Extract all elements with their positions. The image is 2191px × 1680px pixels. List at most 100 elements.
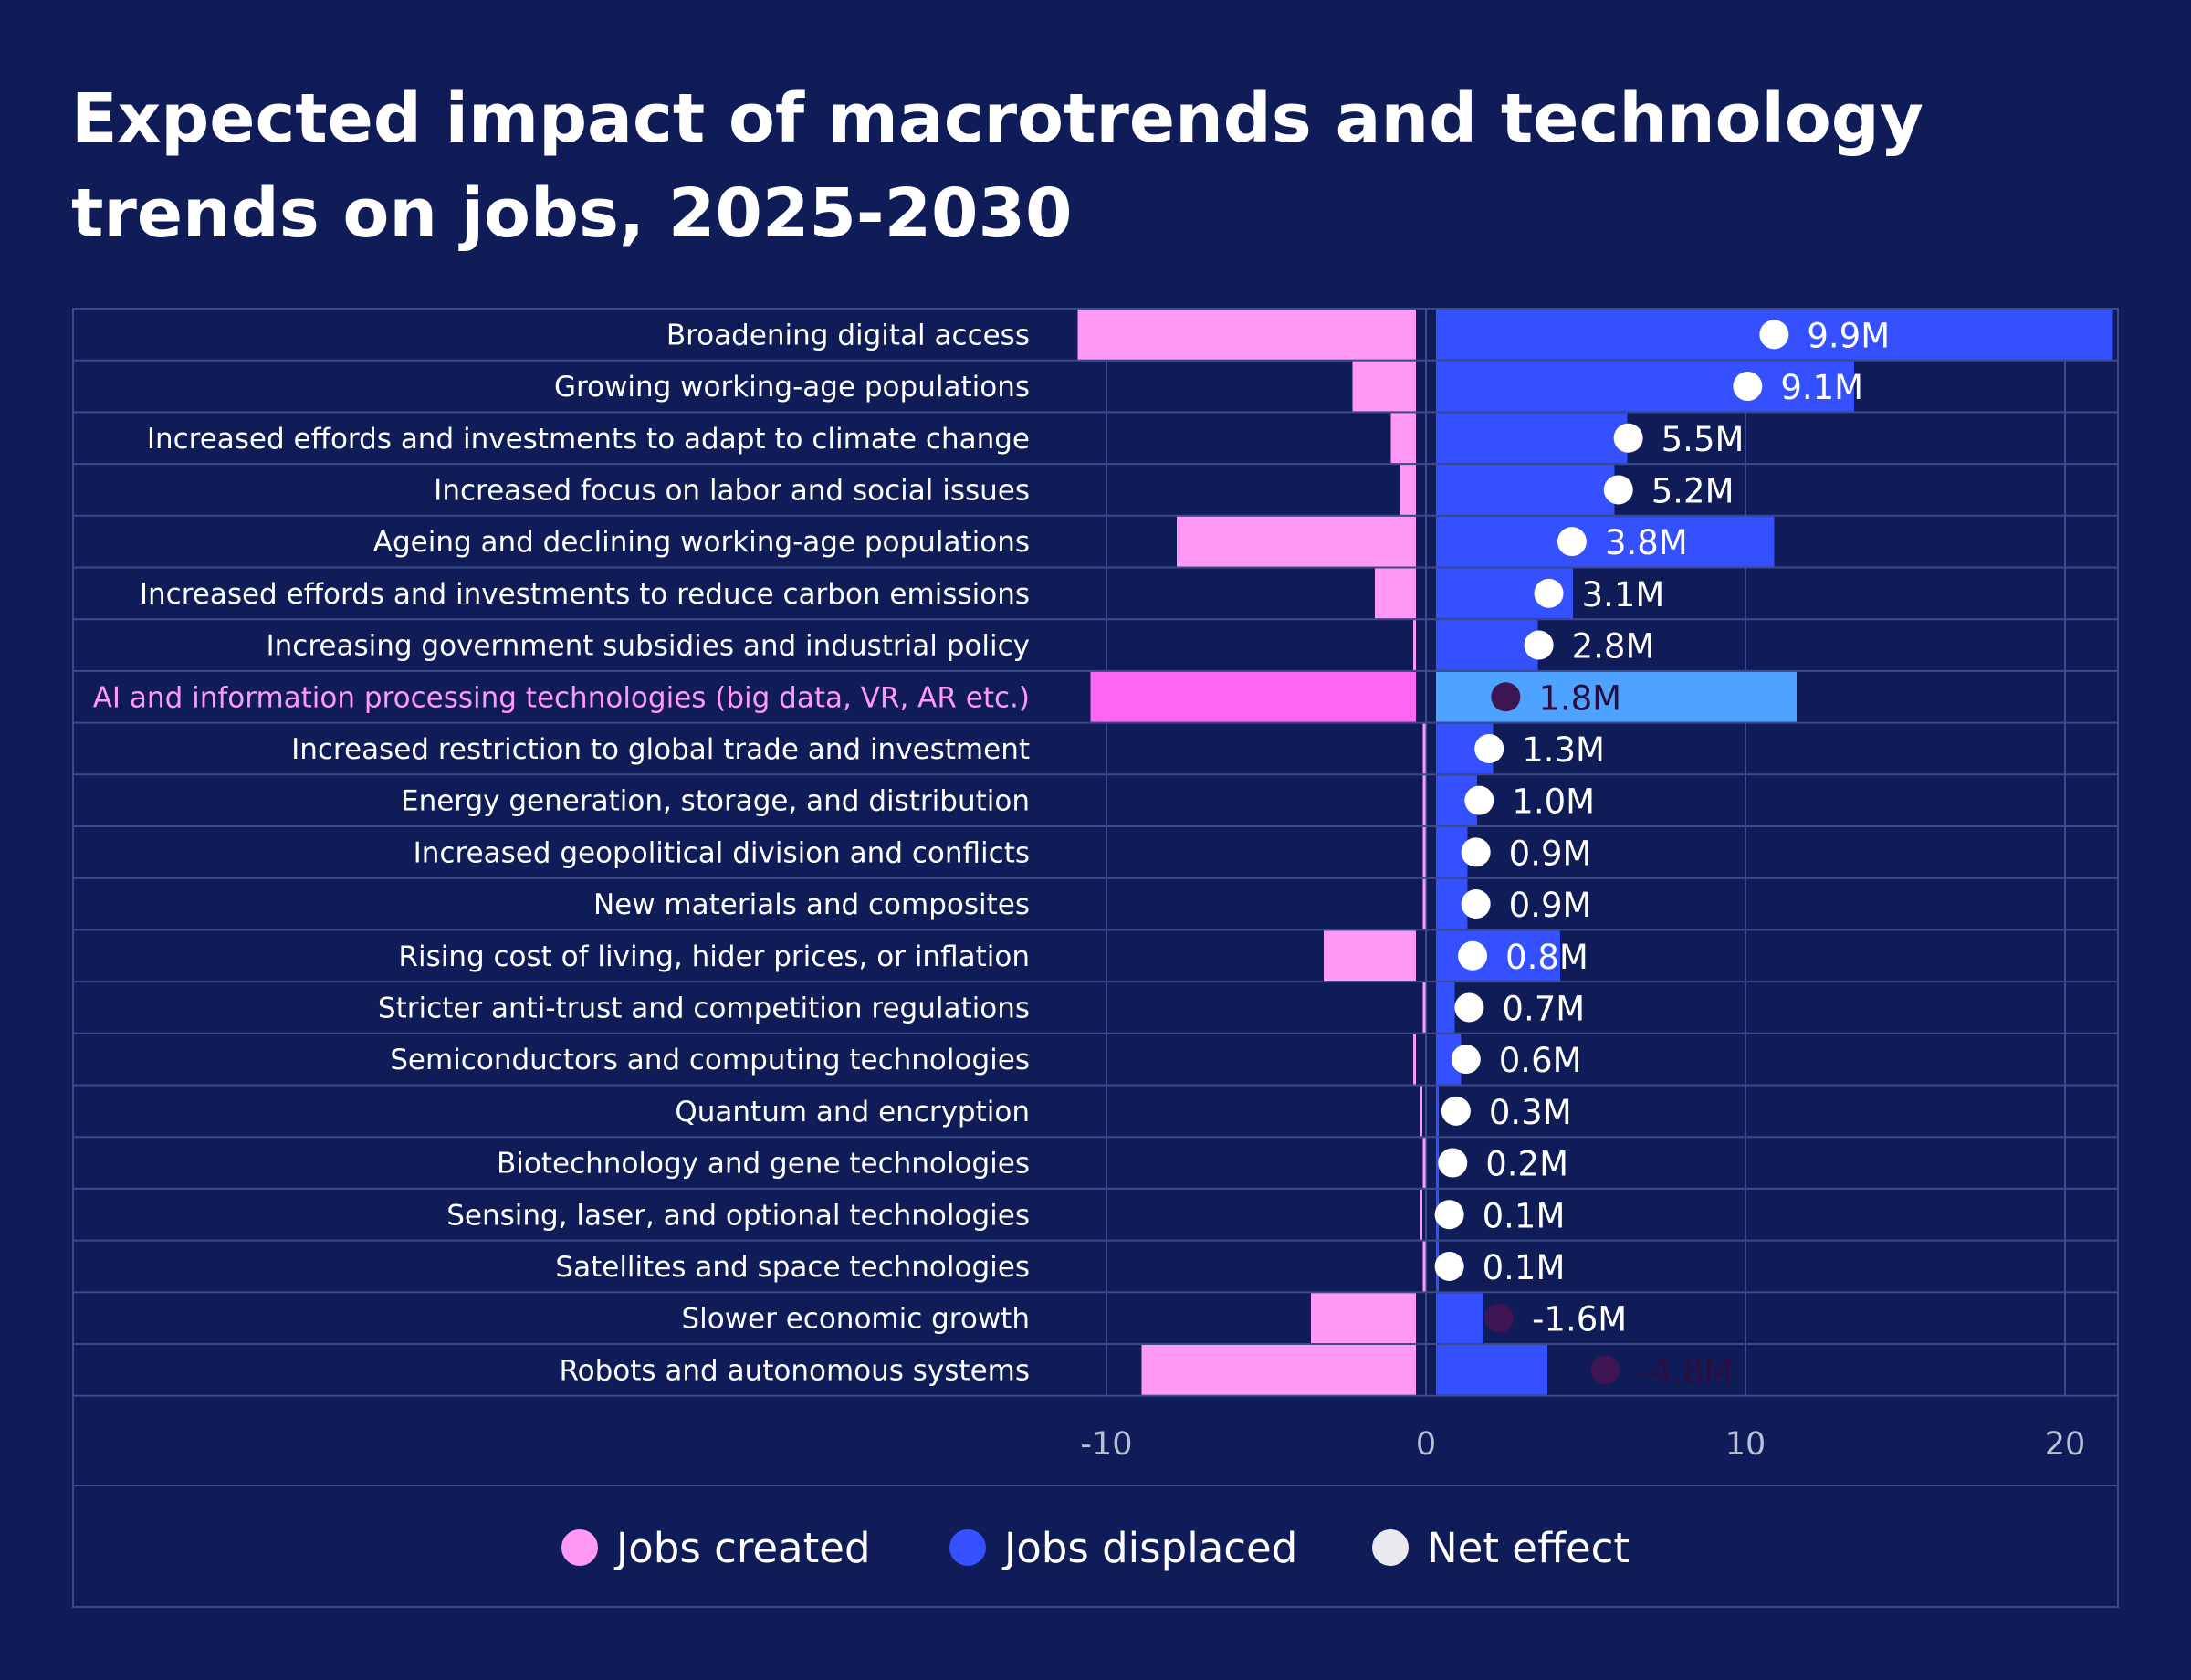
bar-jobs-displaced xyxy=(1436,620,1538,670)
bar-jobs-displaced xyxy=(1436,465,1615,515)
row-label: Semiconductors and computing technologie… xyxy=(390,1044,1030,1076)
row-label: Rising cost of living, hider prices, or … xyxy=(398,940,1030,973)
net-effect-dot xyxy=(1461,837,1491,867)
legend: Jobs created Jobs displaced Net effect xyxy=(561,1524,1630,1572)
bar-jobs-created xyxy=(1420,1086,1422,1137)
net-effect-dot xyxy=(1491,682,1521,712)
net-effect-label: 1.0M xyxy=(1512,782,1595,822)
bar-jobs-created xyxy=(1077,310,1416,360)
net-effect-label: 0.8M xyxy=(1505,938,1588,977)
bar-jobs-displaced xyxy=(1436,413,1628,464)
bar-jobs-created xyxy=(1420,1189,1422,1240)
bar-jobs-displaced xyxy=(1436,361,1854,412)
legend-label: Jobs created xyxy=(613,1524,871,1572)
row-label: Sensing, laser, and optional technologie… xyxy=(446,1199,1030,1232)
bar-jobs-created xyxy=(1390,413,1416,464)
bar-jobs-created xyxy=(1422,878,1426,929)
net-effect-label: 9.9M xyxy=(1807,316,1890,355)
bar-jobs-created xyxy=(1311,1293,1416,1343)
bar-jobs-displaced xyxy=(1436,1138,1439,1188)
net-effect-dot xyxy=(1438,1148,1468,1178)
net-effect-dot xyxy=(1454,992,1484,1023)
net-effect-dot xyxy=(1441,1096,1471,1126)
row-label: Stricter anti-trust and competition regu… xyxy=(378,992,1030,1024)
net-effect-label: 9.1M xyxy=(1780,368,1863,407)
bar-jobs-displaced xyxy=(1436,1086,1439,1137)
row-label: Growing working-age populations xyxy=(554,371,1030,404)
chart-title: Expected impact of macrotrends and techn… xyxy=(71,79,1924,253)
row-label: Robots and autonomous systems xyxy=(559,1354,1030,1387)
row-label: Energy generation, storage, and distribu… xyxy=(401,785,1030,818)
chart-frame xyxy=(72,308,2119,1608)
grid xyxy=(72,308,2119,1608)
x-axis-ticks: -10 0 10 20 xyxy=(1080,1426,2085,1463)
net-effect-dot xyxy=(1524,630,1554,660)
bar-jobs-created xyxy=(1090,671,1416,722)
legend-label: Jobs displaced xyxy=(1001,1524,1297,1572)
row-label: Slower economic growth xyxy=(681,1303,1030,1336)
net-effect-label: 3.1M xyxy=(1582,575,1665,614)
bar-jobs-created xyxy=(1400,465,1416,515)
net-effect-dot xyxy=(1759,320,1789,350)
net-effect-dot xyxy=(1590,1355,1620,1385)
row-label: Biotechnology and gene technologies xyxy=(497,1148,1030,1181)
row-label: Satellites and space technologies xyxy=(555,1251,1030,1284)
net-effect-label: 0.9M xyxy=(1509,834,1592,873)
x-tick-label: 0 xyxy=(1416,1426,1436,1463)
row-label: Increased geopolitical division and conf… xyxy=(414,836,1030,869)
net-effect-label: 0.9M xyxy=(1509,886,1592,925)
bar-jobs-displaced xyxy=(1436,930,1560,982)
net-effect-dot xyxy=(1613,423,1643,453)
net-effect-label: 0.3M xyxy=(1489,1093,1572,1132)
row-label: Increased focus on labor and social issu… xyxy=(434,474,1030,507)
bar-jobs-created xyxy=(1352,361,1416,412)
net-effect-dot xyxy=(1461,889,1491,919)
net-effect-dot xyxy=(1474,733,1504,763)
net-effect-dot xyxy=(1451,1045,1481,1075)
bars xyxy=(1077,310,2113,1395)
bar-jobs-created xyxy=(1413,620,1416,670)
row-label: AI and information processing technologi… xyxy=(93,681,1030,714)
net-effect-label: -1.6M xyxy=(1532,1300,1627,1339)
bar-jobs-created xyxy=(1422,827,1426,877)
row-label: Increasing government subsidies and indu… xyxy=(266,630,1030,663)
net-effect-dot xyxy=(1733,372,1763,402)
x-tick-label: 20 xyxy=(2045,1426,2086,1463)
bar-jobs-created xyxy=(1422,1138,1426,1188)
net-effect-dot xyxy=(1534,578,1564,608)
net-effect-dot xyxy=(1603,475,1633,505)
net-effect-label: -4.8M xyxy=(1638,1351,1733,1391)
net-effect-markers: 9.9M 9.1M 5.5M 5.2M 3.8M 3.1M 2.8M 1.8M 1.3M 1.0M… xyxy=(1434,316,1890,1391)
bar-jobs-created xyxy=(1422,1241,1426,1292)
bar-jobs-displaced xyxy=(1436,982,1455,1033)
row-label: New materials and composites xyxy=(593,888,1030,921)
net-effect-label: 0.1M xyxy=(1483,1196,1566,1235)
bar-jobs-created xyxy=(1324,930,1416,982)
net-effect-label: 5.2M xyxy=(1651,471,1735,510)
row-label: Increased restriction to global trade an… xyxy=(291,733,1030,766)
legend-swatch xyxy=(949,1529,986,1566)
bar-jobs-created xyxy=(1375,568,1416,619)
net-effect-label: 3.8M xyxy=(1605,523,1688,562)
bar-jobs-created xyxy=(1422,723,1426,774)
net-effect-label: 2.8M xyxy=(1572,627,1655,667)
bar-jobs-created xyxy=(1422,982,1426,1033)
net-effect-dot xyxy=(1484,1303,1515,1333)
row-label: Ageing and declining working-age populat… xyxy=(373,526,1030,559)
net-effect-label: 0.1M xyxy=(1483,1248,1566,1287)
net-effect-label: 0.2M xyxy=(1485,1145,1568,1184)
net-effect-dot xyxy=(1434,1251,1464,1281)
row-label: Broadening digital access xyxy=(666,319,1030,352)
bar-jobs-created xyxy=(1413,1034,1416,1085)
net-effect-label: 1.3M xyxy=(1522,730,1605,770)
bar-jobs-displaced xyxy=(1436,1293,1483,1343)
bar-jobs-created xyxy=(1422,775,1426,825)
net-effect-label: 0.7M xyxy=(1502,989,1585,1028)
net-effect-dot xyxy=(1458,940,1488,971)
net-effect-label: 1.8M xyxy=(1538,678,1621,718)
x-tick-label: 10 xyxy=(1725,1426,1766,1463)
net-effect-dot xyxy=(1464,785,1494,815)
row-label: Increased effords and investments to red… xyxy=(140,578,1030,611)
net-effect-label: 5.5M xyxy=(1662,420,1745,459)
